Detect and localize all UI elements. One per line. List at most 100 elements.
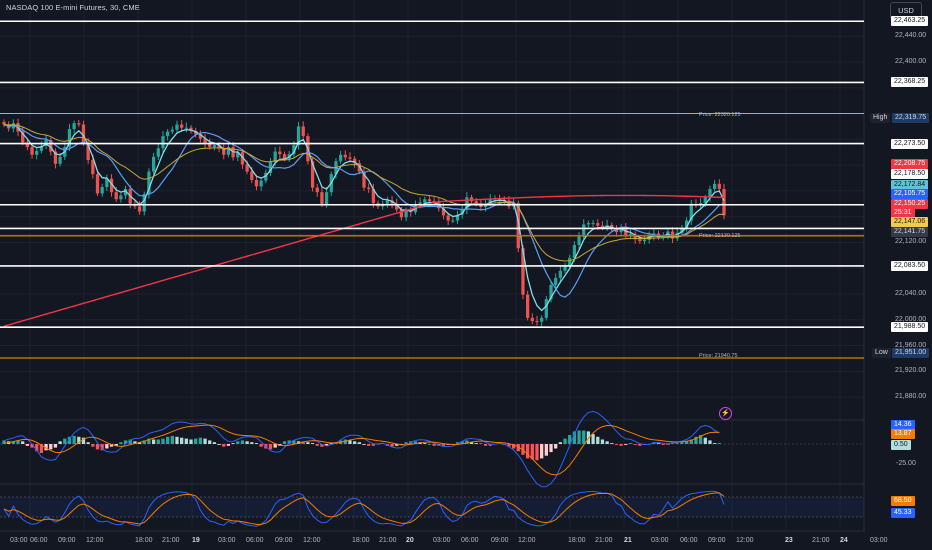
level-price-tag: 22,463.25 [891, 16, 929, 27]
macd-histogram-bar [156, 439, 160, 444]
candle-body [58, 156, 62, 164]
macd-histogram-bar [488, 444, 492, 446]
candle-body [226, 147, 231, 155]
candle-body [81, 124, 86, 143]
tag-teal: 22,172.84 [891, 180, 929, 190]
macd-histogram-bar [170, 435, 174, 444]
candle-body [577, 236, 581, 246]
macd-histogram-bar [231, 443, 235, 444]
tag-yellow: 22,147.06 [891, 217, 929, 227]
macd-histogram-bar [324, 444, 329, 446]
candle-body [208, 143, 212, 148]
candle-body [273, 151, 277, 162]
candle-body [77, 123, 81, 125]
candle-body [642, 239, 647, 242]
candle-body [222, 148, 226, 155]
time-tick-label: 06:00 [246, 537, 264, 544]
macd-tag-orange: 13.87 [891, 429, 915, 439]
candle-body [638, 239, 642, 242]
candle-body [395, 203, 399, 210]
macd-histogram-bar [236, 441, 240, 444]
candle-body [600, 225, 605, 228]
macd-histogram-bar [25, 444, 30, 446]
candle-body [568, 257, 572, 266]
time-tick-label: 18:00 [352, 537, 370, 544]
macd-histogram-bar [511, 444, 516, 449]
candle-body [516, 203, 520, 249]
flash-icon[interactable]: ⚡ [719, 407, 732, 420]
candle-body [390, 200, 394, 204]
macd-histogram-bar [661, 444, 665, 445]
time-tick-label: 03:00 [870, 537, 888, 544]
macd-histogram-bar [423, 443, 427, 444]
candle-body [198, 134, 202, 139]
candle-body [619, 227, 623, 233]
candle-body [100, 187, 104, 194]
macd-histogram-bar [11, 441, 15, 444]
macd-histogram-bar [680, 442, 684, 444]
candle-body [713, 183, 717, 189]
macd-histogram-bar [698, 435, 703, 444]
macd-histogram-bar [114, 444, 118, 446]
candle-body [49, 139, 53, 152]
macd-signal-line [3, 424, 720, 476]
macd-histogram-bar [558, 442, 562, 444]
ma-slow-line [3, 124, 725, 262]
time-tick-label: 21:00 [812, 537, 830, 544]
price-label-top: Price: 22320.125 [699, 112, 741, 118]
candle-body [385, 200, 390, 204]
candle-body [404, 210, 408, 218]
macd-histogram-bar [175, 436, 179, 444]
macd-histogram-bar [245, 441, 249, 444]
candle-body [666, 231, 670, 236]
candle-body [717, 183, 721, 189]
time-tick-label: 09:00 [58, 537, 76, 544]
candle-body [526, 294, 530, 318]
macd-histogram-bar [432, 444, 436, 446]
macd-histogram-bar [53, 444, 58, 448]
macd-histogram-bar [343, 439, 347, 444]
macd-histogram-bar [250, 442, 254, 444]
candle-body [353, 158, 357, 164]
candle-body [170, 129, 174, 132]
candle-body [596, 223, 600, 226]
candle-body [684, 220, 689, 228]
candle-body [446, 215, 450, 221]
macd-histogram-bar [638, 444, 642, 446]
time-tick-label: 18:00 [568, 537, 586, 544]
macd-histogram-bar [151, 439, 156, 444]
macd-histogram-bar [226, 444, 231, 446]
candle-body [362, 171, 366, 188]
macd-histogram-bar [549, 444, 553, 453]
price-tick-label: 21,920.00 [895, 367, 927, 375]
candle-body [586, 223, 591, 225]
time-tick-label: 06:00 [680, 537, 698, 544]
macd-histogram-bar [44, 444, 48, 451]
macd-histogram-bar [147, 438, 151, 444]
macd-histogram-bar [656, 443, 661, 444]
macd-histogram-bar [479, 443, 483, 444]
macd-histogram-bar [460, 441, 464, 444]
candle-body [180, 124, 184, 128]
high-value: 22,319.75 [892, 113, 930, 123]
macd-histogram-bar [105, 444, 109, 449]
macd-histogram-bar [273, 444, 277, 448]
macd-histogram-bar [535, 444, 539, 461]
candle-body [540, 317, 544, 322]
candle-body [441, 208, 446, 216]
price-tick-label: 21,880.00 [895, 393, 927, 401]
macd-histogram-bar [212, 442, 217, 444]
price-label-mid: Price: 22130.125 [699, 233, 741, 239]
macd-histogram-bar [287, 440, 291, 444]
high-label: High [870, 113, 891, 123]
candle-body [315, 187, 319, 193]
symbol-title[interactable]: NASDAQ 100 E-mini Futures, 30, CME [6, 3, 140, 12]
candle-body [343, 154, 347, 158]
candle-body [203, 138, 207, 144]
macd-histogram-bar [142, 440, 146, 444]
macd-histogram-bar [81, 437, 86, 444]
macd-histogram-bar [670, 443, 675, 444]
time-tick-label: 06:00 [461, 537, 479, 544]
macd-histogram-bar [306, 442, 310, 444]
